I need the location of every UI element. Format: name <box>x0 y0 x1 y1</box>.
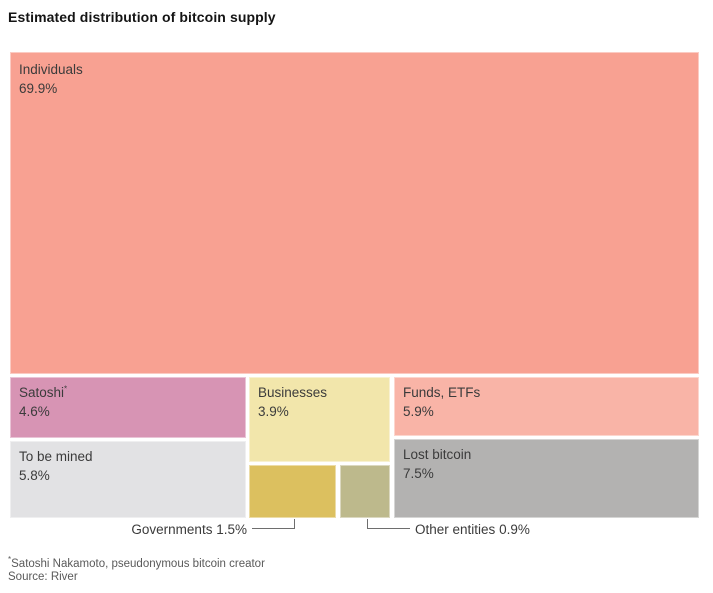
cell-value: 69.9% <box>19 81 58 96</box>
callout-label-governments: Governments 1.5% <box>131 522 247 537</box>
cell-value: 4.6% <box>19 404 50 419</box>
cell-value: 5.9% <box>403 404 434 419</box>
treemap-cell-funds-etfs[interactable]: Funds, ETFs 5.9% <box>394 377 699 436</box>
callout-connector-other-entities <box>367 519 410 529</box>
cell-label: Businesses <box>258 385 328 400</box>
treemap-cell-satoshi[interactable]: Satoshi* 4.6% <box>10 377 246 438</box>
treemap-cell-to-be-mined[interactable]: To be mined 5.8% <box>10 441 246 518</box>
treemap-cell-individuals[interactable]: Individuals 69.9% <box>10 52 699 374</box>
callout-label-other-entities: Other entities 0.9% <box>415 522 530 537</box>
footnote-mark: * <box>64 384 68 394</box>
treemap-cell-other-entities[interactable] <box>340 465 390 518</box>
treemap-chart: Individuals 69.9% Satoshi* 4.6% To be mi… <box>10 52 699 518</box>
source-line: Source: River <box>8 571 78 583</box>
cell-value: 3.9% <box>258 404 289 419</box>
cell-value: 5.8% <box>19 468 50 483</box>
chart-title: Estimated distribution of bitcoin supply <box>8 9 276 25</box>
footnote-mark: * <box>8 555 12 564</box>
cell-label: Funds, ETFs <box>403 385 481 400</box>
cell-label: Satoshi* <box>19 384 68 400</box>
footnote: *Satoshi Nakamoto, pseudonymous bitcoin … <box>8 555 265 570</box>
cell-label: To be mined <box>19 449 93 464</box>
treemap-cell-businesses[interactable]: Businesses 3.9% <box>249 377 390 462</box>
cell-label: Lost bitcoin <box>403 447 472 462</box>
cell-label: Individuals <box>19 62 83 77</box>
cell-value: 7.5% <box>403 466 434 481</box>
treemap-cell-governments[interactable] <box>249 465 336 518</box>
treemap-cell-lost-bitcoin[interactable]: Lost bitcoin 7.5% <box>394 439 699 518</box>
callout-connector-governments <box>252 519 295 529</box>
